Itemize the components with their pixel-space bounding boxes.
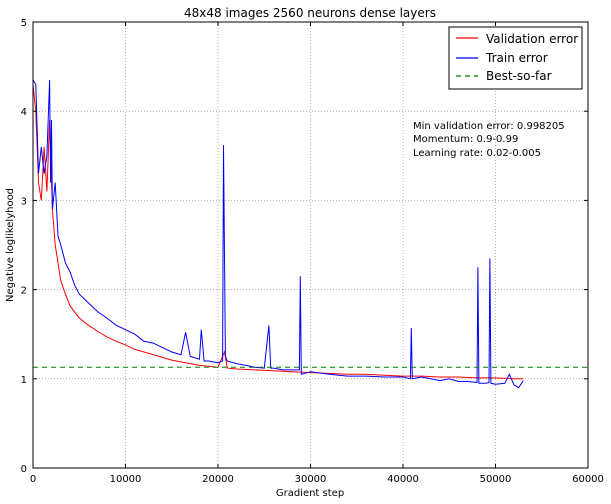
y-tick-label: 5 — [21, 18, 27, 29]
y-tick-label: 2 — [21, 286, 27, 297]
y-axis-label: Negative loglikelyhood — [5, 188, 16, 302]
x-tick-label: 0 — [30, 474, 36, 485]
chart-title: 48x48 images 2560 neurons dense layers — [184, 6, 436, 20]
legend-label: Validation error — [486, 32, 578, 46]
legend-label: Train error — [485, 51, 548, 65]
annotation: Min validation error: 0.998205 Momentum:… — [413, 121, 565, 159]
series-line-1 — [32, 79, 524, 389]
annotation-line: Learning rate: 0.02-0.005 — [413, 148, 541, 159]
annotation-line: Min validation error: 0.998205 — [413, 121, 565, 132]
x-tick-label: 20000 — [202, 474, 234, 485]
y-tick-label: 4 — [21, 107, 27, 118]
annotation-line: Momentum: 0.9-0.99 — [413, 134, 518, 145]
series-line-0 — [32, 84, 524, 380]
x-tick-label: 60000 — [572, 474, 604, 485]
x-tick-label: 50000 — [480, 474, 512, 485]
legend: Validation error Train error Best-so-far — [448, 26, 583, 90]
x-tick-label: 40000 — [387, 474, 419, 485]
y-tick-label: 1 — [21, 375, 27, 386]
x-tick-label: 10000 — [110, 474, 142, 485]
legend-label: Best-so-far — [486, 69, 552, 83]
x-tick-label: 30000 — [295, 474, 327, 485]
series-layer — [32, 79, 588, 389]
y-tick-label: 0 — [21, 464, 27, 475]
x-axis-label: Gradient step — [276, 488, 344, 499]
y-tick-label: 3 — [21, 196, 27, 207]
ticks: 0 10000 20000 30000 40000 50000 60000 0 1 2 3 4 5 — [21, 18, 604, 485]
